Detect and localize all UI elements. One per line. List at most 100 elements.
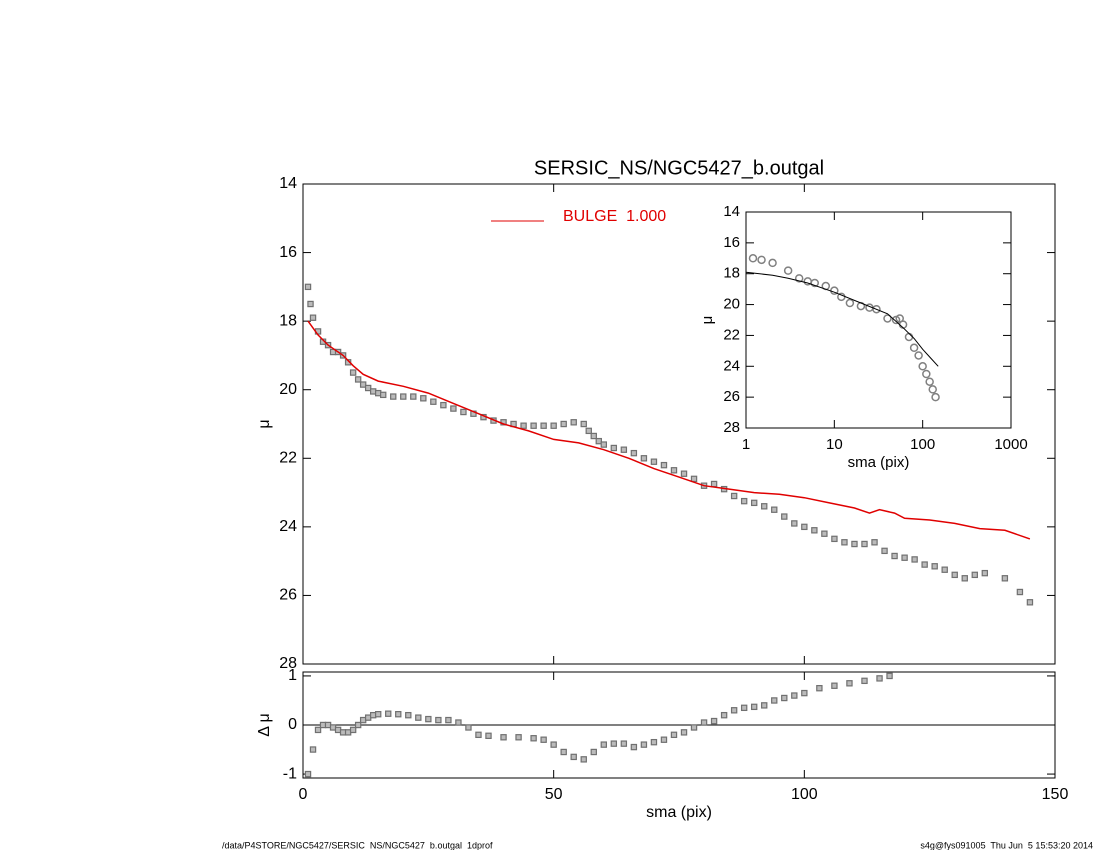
data-point xyxy=(515,734,522,741)
data-point xyxy=(710,480,718,488)
chart-title: SERSIC_NS/NGC5427_b.outgal xyxy=(534,157,824,179)
data-point xyxy=(922,369,931,379)
data-point xyxy=(791,692,798,699)
data-point xyxy=(700,719,708,726)
data-point xyxy=(570,753,577,761)
y-tick-label: 24 xyxy=(279,518,297,535)
data-point xyxy=(430,398,437,405)
data-point xyxy=(909,343,919,353)
data-point xyxy=(600,741,608,748)
data-point xyxy=(307,300,314,308)
data-point xyxy=(816,684,823,692)
data-point xyxy=(580,756,587,763)
data-point xyxy=(375,711,382,718)
data-point xyxy=(440,401,447,409)
data-point xyxy=(730,707,738,714)
data-point xyxy=(1016,588,1024,596)
data-point xyxy=(680,470,688,477)
x-tick-label: 100 xyxy=(791,786,818,803)
plot-frame xyxy=(302,183,1056,665)
data-point xyxy=(660,461,668,469)
y-tick-label: 18 xyxy=(279,312,297,329)
data-point xyxy=(730,492,738,500)
data-point xyxy=(309,746,317,753)
x-tick-label: 1 xyxy=(742,436,750,453)
data-point xyxy=(400,393,407,400)
y-tick-label: 20 xyxy=(723,296,740,313)
data-point xyxy=(364,384,372,392)
data-point xyxy=(781,513,788,520)
data-point xyxy=(415,714,422,721)
data-point xyxy=(485,732,492,739)
data-point xyxy=(951,571,958,579)
data-point xyxy=(630,449,638,457)
data-point xyxy=(455,719,462,726)
data-point xyxy=(349,369,357,376)
data-point xyxy=(590,748,597,756)
data-point xyxy=(550,741,557,748)
data-point xyxy=(981,569,989,577)
data-point xyxy=(861,677,868,685)
data-point xyxy=(748,254,758,263)
data-point xyxy=(911,556,918,563)
data-point xyxy=(801,689,808,697)
data-point xyxy=(445,716,452,724)
data-point xyxy=(359,381,367,388)
data-point xyxy=(610,444,618,452)
data-point xyxy=(585,427,592,435)
data-point xyxy=(620,446,628,453)
data-point xyxy=(876,675,883,682)
data-point xyxy=(390,393,397,400)
y-axis-label: μ xyxy=(699,316,716,325)
data-point xyxy=(831,682,838,689)
data-point xyxy=(435,716,442,724)
data-point xyxy=(690,724,698,731)
y-tick-label: 28 xyxy=(723,419,740,436)
data-point xyxy=(928,385,937,394)
data-point xyxy=(841,539,848,546)
data-point xyxy=(620,740,628,747)
data-point xyxy=(680,729,688,736)
data-point xyxy=(720,711,728,719)
data-point xyxy=(690,475,698,483)
legend-label: BULGE 1.000 xyxy=(563,208,666,225)
data-point xyxy=(740,704,748,712)
data-point xyxy=(410,393,417,400)
data-point xyxy=(580,420,587,428)
data-point xyxy=(540,736,547,743)
data-point xyxy=(520,422,527,429)
data-point xyxy=(354,721,362,729)
data-point xyxy=(630,743,638,751)
data-point xyxy=(761,503,768,510)
data-point xyxy=(931,392,940,402)
data-point xyxy=(500,734,507,741)
data-point xyxy=(595,437,602,445)
data-point xyxy=(821,530,828,537)
data-point xyxy=(740,497,748,505)
data-point xyxy=(925,377,934,386)
data-point xyxy=(465,724,472,731)
y-tick-label: 14 xyxy=(723,203,740,220)
data-point xyxy=(901,554,908,561)
data-point xyxy=(961,575,968,582)
data-point xyxy=(560,748,567,756)
data-point xyxy=(385,710,392,717)
data-point xyxy=(757,255,766,265)
data-point xyxy=(395,711,402,718)
plot-frame xyxy=(745,211,1012,429)
data-point xyxy=(941,566,948,573)
x-tick-label: 0 xyxy=(299,786,308,803)
data-point xyxy=(761,702,768,709)
y-tick-label: 28 xyxy=(279,655,297,672)
data-point xyxy=(891,552,898,560)
data-point xyxy=(530,422,537,429)
data-point xyxy=(831,535,838,543)
data-point xyxy=(640,741,648,748)
data-point xyxy=(590,432,597,440)
data-point xyxy=(349,726,357,734)
x-tick-label: 10 xyxy=(826,436,843,453)
x-tick-label: 50 xyxy=(545,786,563,803)
data-point xyxy=(304,770,312,778)
data-point xyxy=(921,561,928,568)
data-point xyxy=(810,278,819,288)
